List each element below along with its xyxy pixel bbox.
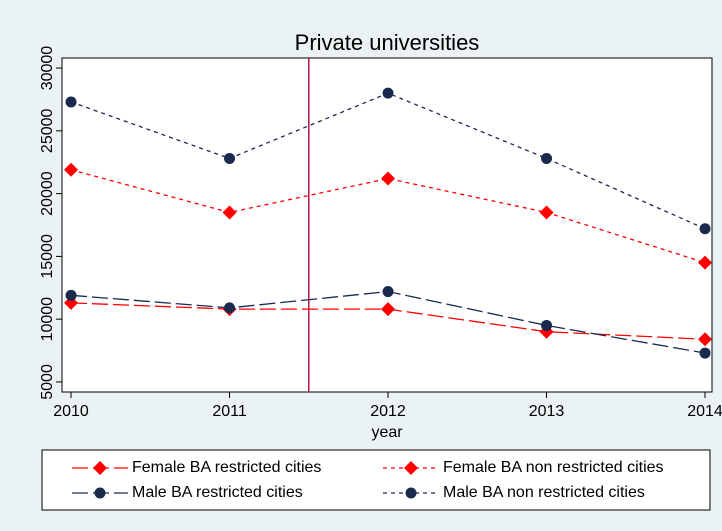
marker	[539, 205, 554, 220]
marker	[699, 223, 711, 235]
legend	[41, 449, 711, 511]
x-axis-label: year	[371, 424, 403, 441]
x-tick-label: 2011	[212, 403, 247, 420]
y-tick-label: 10000	[39, 297, 56, 342]
marker	[65, 289, 77, 301]
marker	[381, 302, 396, 317]
legend-label: Male BA non restricted cities	[443, 484, 645, 501]
marker	[222, 205, 237, 220]
legend-marker	[93, 461, 107, 475]
y-tick-label: 30000	[39, 46, 56, 91]
marker	[224, 302, 236, 314]
legend-label: Female BA restricted cities	[132, 459, 321, 476]
legend-label: Male BA restricted cities	[132, 484, 303, 501]
x-tick-label: 2014	[687, 403, 722, 420]
y-tick-label: 5000	[39, 364, 56, 400]
marker	[698, 332, 713, 347]
plot-area	[61, 57, 713, 393]
legend-label: Female BA non restricted cities	[443, 459, 664, 476]
legend-marker	[405, 487, 417, 499]
marker	[698, 255, 713, 270]
marker	[64, 162, 79, 177]
legend-marker	[94, 487, 106, 499]
x-tick-label: 2013	[529, 403, 565, 420]
chart-title: Private universities	[295, 30, 480, 55]
legend-marker	[404, 461, 418, 475]
marker	[65, 96, 77, 108]
x-tick-label: 2012	[370, 403, 406, 420]
x-tick-label: 2010	[53, 403, 89, 420]
marker	[224, 152, 236, 164]
marker	[382, 286, 394, 298]
marker	[541, 319, 553, 331]
marker	[381, 171, 396, 186]
marker	[382, 87, 394, 99]
marker	[699, 347, 711, 359]
marker	[541, 152, 553, 164]
y-tick-label: 25000	[39, 108, 56, 153]
y-tick-label: 20000	[39, 171, 56, 216]
y-tick-label: 15000	[39, 234, 56, 279]
